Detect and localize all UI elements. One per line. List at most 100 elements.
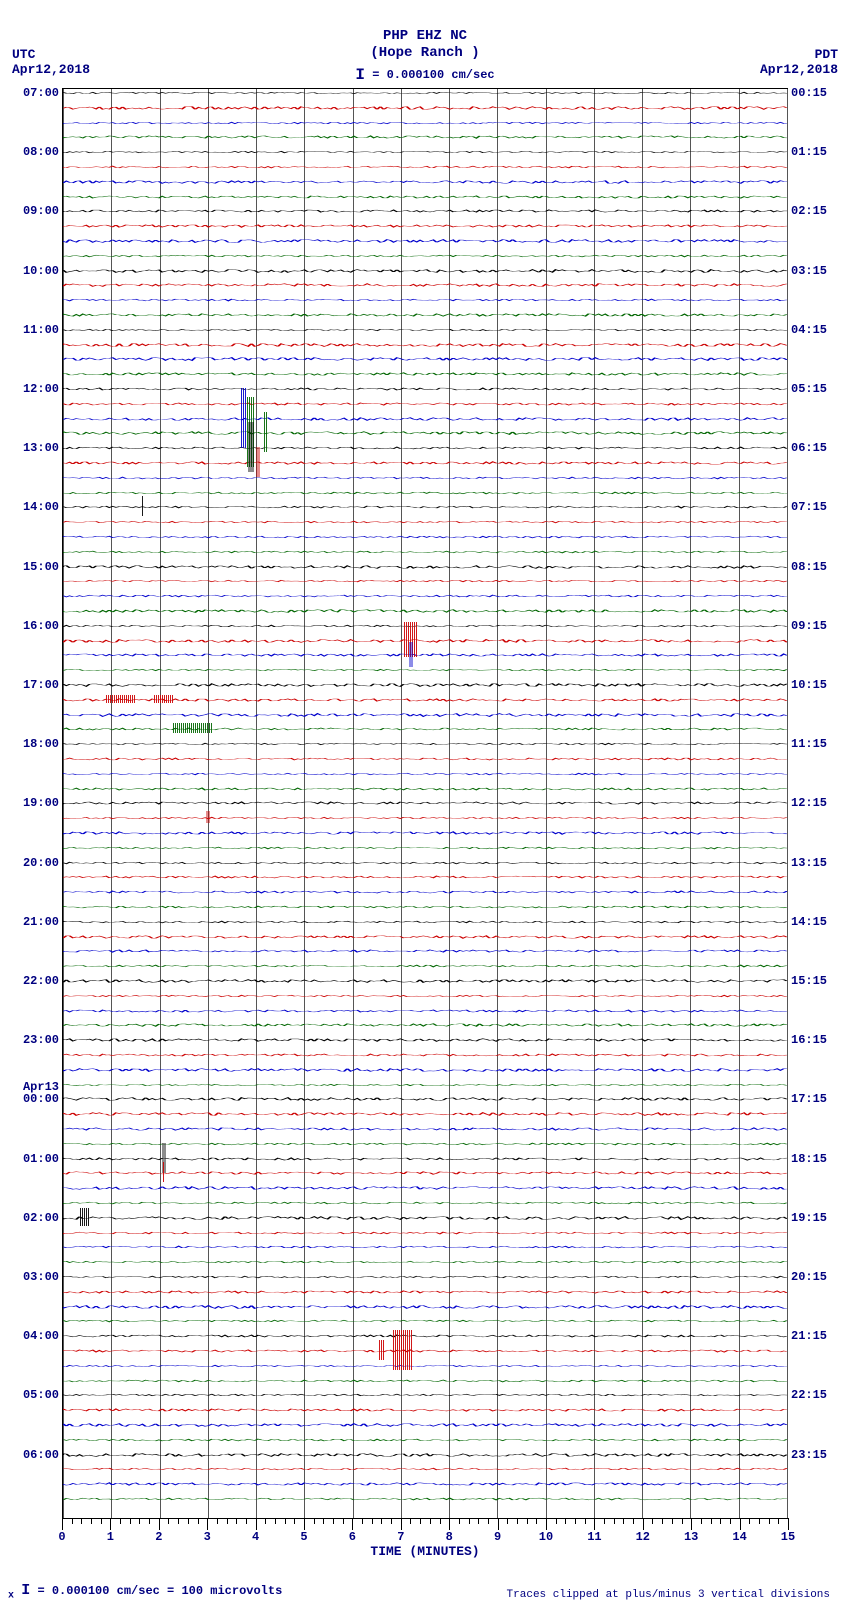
- tick-minor: [362, 1518, 363, 1524]
- tick-minor: [488, 1518, 489, 1524]
- tick-minor: [769, 1518, 770, 1524]
- seismic-event: [154, 695, 174, 703]
- trace-line: [63, 874, 787, 880]
- pdt-time-label: 14:15: [787, 915, 827, 929]
- trace-line: [63, 623, 787, 629]
- trace-row: [63, 107, 787, 109]
- trace-row: [63, 373, 787, 375]
- tick-label: 2: [155, 1530, 162, 1544]
- trace-row: 16:0009:15: [63, 625, 787, 627]
- utc-time-label: 22:00: [23, 974, 63, 988]
- tick-label: 8: [446, 1530, 453, 1544]
- utc-time-label: 15:00: [23, 560, 63, 574]
- trace-line: [63, 342, 787, 348]
- tick-minor: [381, 1518, 382, 1524]
- trace-line: [63, 1333, 787, 1339]
- tz-right-date: Apr12,2018: [760, 63, 838, 78]
- tick-minor: [130, 1518, 131, 1524]
- trace-row: [63, 477, 787, 479]
- trace-line: [63, 430, 787, 436]
- trace-line: [63, 1170, 787, 1176]
- trace-line: [63, 726, 787, 732]
- trace-line: [63, 1244, 787, 1250]
- pdt-time-label: 01:15: [787, 145, 827, 159]
- tick-minor: [91, 1518, 92, 1524]
- trace-line: [63, 1348, 787, 1354]
- trace-row: [63, 432, 787, 434]
- trace-line: [63, 756, 787, 762]
- tz-right-label: PDT: [760, 48, 838, 63]
- trace-line: [63, 652, 787, 658]
- trace-line: [63, 1022, 787, 1028]
- trace-row: [63, 1380, 787, 1382]
- trace-line: [63, 134, 787, 140]
- tick-minor: [120, 1518, 121, 1524]
- seismic-event: [206, 811, 209, 823]
- trace-line: [63, 105, 787, 111]
- trace-row: [63, 166, 787, 168]
- tick-minor: [662, 1518, 663, 1524]
- pdt-time-label: 09:15: [787, 619, 827, 633]
- trace-row: [63, 521, 787, 523]
- tick-minor: [198, 1518, 199, 1524]
- seismic-event: [409, 642, 412, 667]
- tick-major: [498, 1518, 499, 1530]
- tick-minor: [749, 1518, 750, 1524]
- trace-row: [63, 876, 787, 878]
- trace-row: [63, 1202, 787, 1204]
- trace-line: [63, 90, 787, 96]
- tick-minor: [575, 1518, 576, 1524]
- trace-line: [63, 1126, 787, 1132]
- trace-line: [63, 164, 787, 170]
- trace-row: [63, 610, 787, 612]
- trace-line: [63, 312, 787, 318]
- trace-line: [63, 1185, 787, 1191]
- tick-minor: [507, 1518, 508, 1524]
- trace-row: [63, 995, 787, 997]
- tick-minor: [139, 1518, 140, 1524]
- trace-row: [63, 1261, 787, 1263]
- trace-line: [63, 815, 787, 821]
- tick-minor: [343, 1518, 344, 1524]
- x-axis-line: [62, 1518, 788, 1519]
- trace-row: 04:0021:15: [63, 1335, 787, 1337]
- trace-row: [63, 403, 787, 405]
- tick-minor: [430, 1518, 431, 1524]
- tick-label: 5: [300, 1530, 307, 1544]
- tick-label: 4: [252, 1530, 259, 1544]
- trace-row: 15:0008:15: [63, 566, 787, 568]
- trace-line: [63, 504, 787, 510]
- utc-time-label: 09:00: [23, 204, 63, 218]
- pdt-time-label: 07:15: [787, 500, 827, 514]
- trace-row: [63, 728, 787, 730]
- trace-row: [63, 255, 787, 257]
- tz-left-block: UTC Apr12,2018: [12, 48, 90, 78]
- trace-line: [63, 1274, 787, 1280]
- trace-row: 11:0004:15: [63, 329, 787, 331]
- trace-row: 17:0010:15: [63, 684, 787, 686]
- trace-line: [63, 1096, 787, 1102]
- scale-text: = 0.000100 cm/sec: [372, 68, 494, 82]
- trace-row: 21:0014:15: [63, 921, 787, 923]
- tick-label: 7: [397, 1530, 404, 1544]
- trace-row: [63, 595, 787, 597]
- trace-line: [63, 919, 787, 925]
- tick-label: 0: [58, 1530, 65, 1544]
- tick-label: 9: [494, 1530, 501, 1544]
- utc-time-label: 23:00: [23, 1033, 63, 1047]
- utc-time-label: 13:00: [23, 441, 63, 455]
- tick-minor: [682, 1518, 683, 1524]
- trace-row: [63, 136, 787, 138]
- tick-minor: [168, 1518, 169, 1524]
- trace-line: [63, 771, 787, 777]
- trace-line: [63, 445, 787, 451]
- trace-line: [63, 978, 787, 984]
- seismic-event: [80, 1208, 90, 1226]
- utc-day-rollover: Apr13: [23, 1080, 63, 1094]
- trace-row: 07:0000:15: [63, 92, 787, 94]
- tick-minor: [478, 1518, 479, 1524]
- trace-line: [63, 475, 787, 481]
- trace-line: [63, 1318, 787, 1324]
- tick-minor: [672, 1518, 673, 1524]
- trace-line: [63, 1407, 787, 1413]
